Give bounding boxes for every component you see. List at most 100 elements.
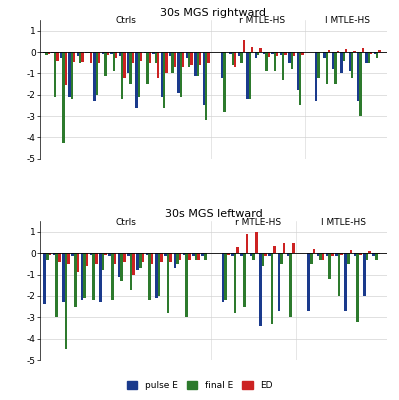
Bar: [232, 52, 234, 65]
Bar: [345, 49, 347, 52]
Bar: [259, 253, 262, 326]
Bar: [186, 253, 188, 317]
Bar: [90, 52, 92, 63]
Bar: [229, 52, 232, 54]
Bar: [359, 52, 361, 116]
Bar: [204, 253, 207, 260]
Bar: [359, 253, 361, 255]
Bar: [135, 52, 138, 108]
Bar: [319, 253, 322, 260]
Bar: [54, 52, 56, 97]
Title: 30s MGS rightward: 30s MGS rightward: [160, 8, 267, 18]
Bar: [344, 253, 347, 311]
Bar: [148, 52, 151, 63]
Bar: [199, 52, 201, 65]
Bar: [158, 253, 160, 296]
Bar: [119, 52, 121, 56]
Bar: [284, 52, 287, 55]
Bar: [132, 52, 134, 63]
Bar: [246, 234, 248, 253]
Text: Ctrls: Ctrls: [116, 16, 137, 25]
Bar: [98, 52, 101, 63]
Bar: [372, 253, 375, 256]
Bar: [73, 52, 75, 62]
Bar: [287, 253, 289, 256]
Bar: [107, 52, 109, 55]
Bar: [127, 52, 129, 73]
Bar: [263, 52, 265, 54]
Bar: [332, 52, 334, 69]
Bar: [278, 253, 280, 311]
Bar: [60, 52, 62, 58]
Bar: [336, 51, 339, 52]
Bar: [271, 253, 273, 324]
Bar: [65, 52, 67, 85]
Bar: [331, 253, 334, 256]
Bar: [102, 253, 105, 270]
Bar: [77, 253, 79, 272]
Bar: [363, 253, 365, 296]
Bar: [96, 52, 98, 95]
Bar: [79, 52, 81, 63]
Bar: [354, 253, 356, 256]
Bar: [374, 52, 376, 54]
Bar: [317, 52, 320, 78]
Bar: [58, 253, 61, 262]
Bar: [67, 253, 70, 264]
Bar: [154, 52, 157, 63]
Bar: [130, 253, 132, 290]
Bar: [207, 52, 209, 63]
Bar: [227, 253, 230, 255]
Text: l MTLE-HS: l MTLE-HS: [321, 218, 366, 226]
Text: r MTLE-HS: r MTLE-HS: [235, 218, 281, 226]
Bar: [343, 52, 345, 60]
Bar: [132, 253, 135, 274]
Bar: [74, 253, 77, 307]
Bar: [111, 253, 114, 300]
Bar: [85, 52, 87, 53]
Bar: [178, 52, 180, 92]
Bar: [283, 242, 285, 253]
Bar: [174, 253, 176, 268]
Bar: [174, 52, 176, 67]
Bar: [195, 253, 197, 260]
Bar: [238, 52, 240, 56]
Bar: [251, 47, 253, 52]
Bar: [290, 52, 293, 69]
Bar: [328, 253, 331, 279]
Bar: [127, 253, 130, 256]
Bar: [257, 52, 259, 55]
Bar: [280, 52, 282, 55]
Bar: [62, 253, 65, 302]
Title: 30s MGS leftward: 30s MGS leftward: [165, 209, 262, 219]
Bar: [179, 253, 181, 260]
Bar: [252, 253, 255, 260]
Bar: [353, 51, 356, 52]
Bar: [138, 52, 140, 97]
Bar: [146, 253, 148, 255]
Bar: [255, 232, 257, 253]
Bar: [197, 52, 199, 76]
Bar: [152, 52, 154, 54]
Bar: [243, 40, 245, 52]
Bar: [165, 52, 168, 73]
Bar: [356, 253, 359, 322]
Bar: [357, 52, 359, 101]
Bar: [264, 253, 267, 256]
Bar: [296, 52, 299, 90]
Bar: [43, 253, 46, 304]
Bar: [146, 52, 148, 84]
Text: r MTLE-HS: r MTLE-HS: [239, 16, 285, 25]
Bar: [201, 253, 204, 256]
Bar: [109, 253, 111, 256]
Bar: [114, 253, 116, 264]
Bar: [335, 253, 338, 256]
Bar: [322, 253, 324, 260]
Bar: [93, 253, 95, 300]
Bar: [86, 253, 89, 266]
Bar: [43, 52, 45, 53]
Bar: [56, 52, 59, 60]
Bar: [328, 50, 330, 52]
Bar: [170, 253, 172, 262]
Bar: [241, 253, 243, 256]
